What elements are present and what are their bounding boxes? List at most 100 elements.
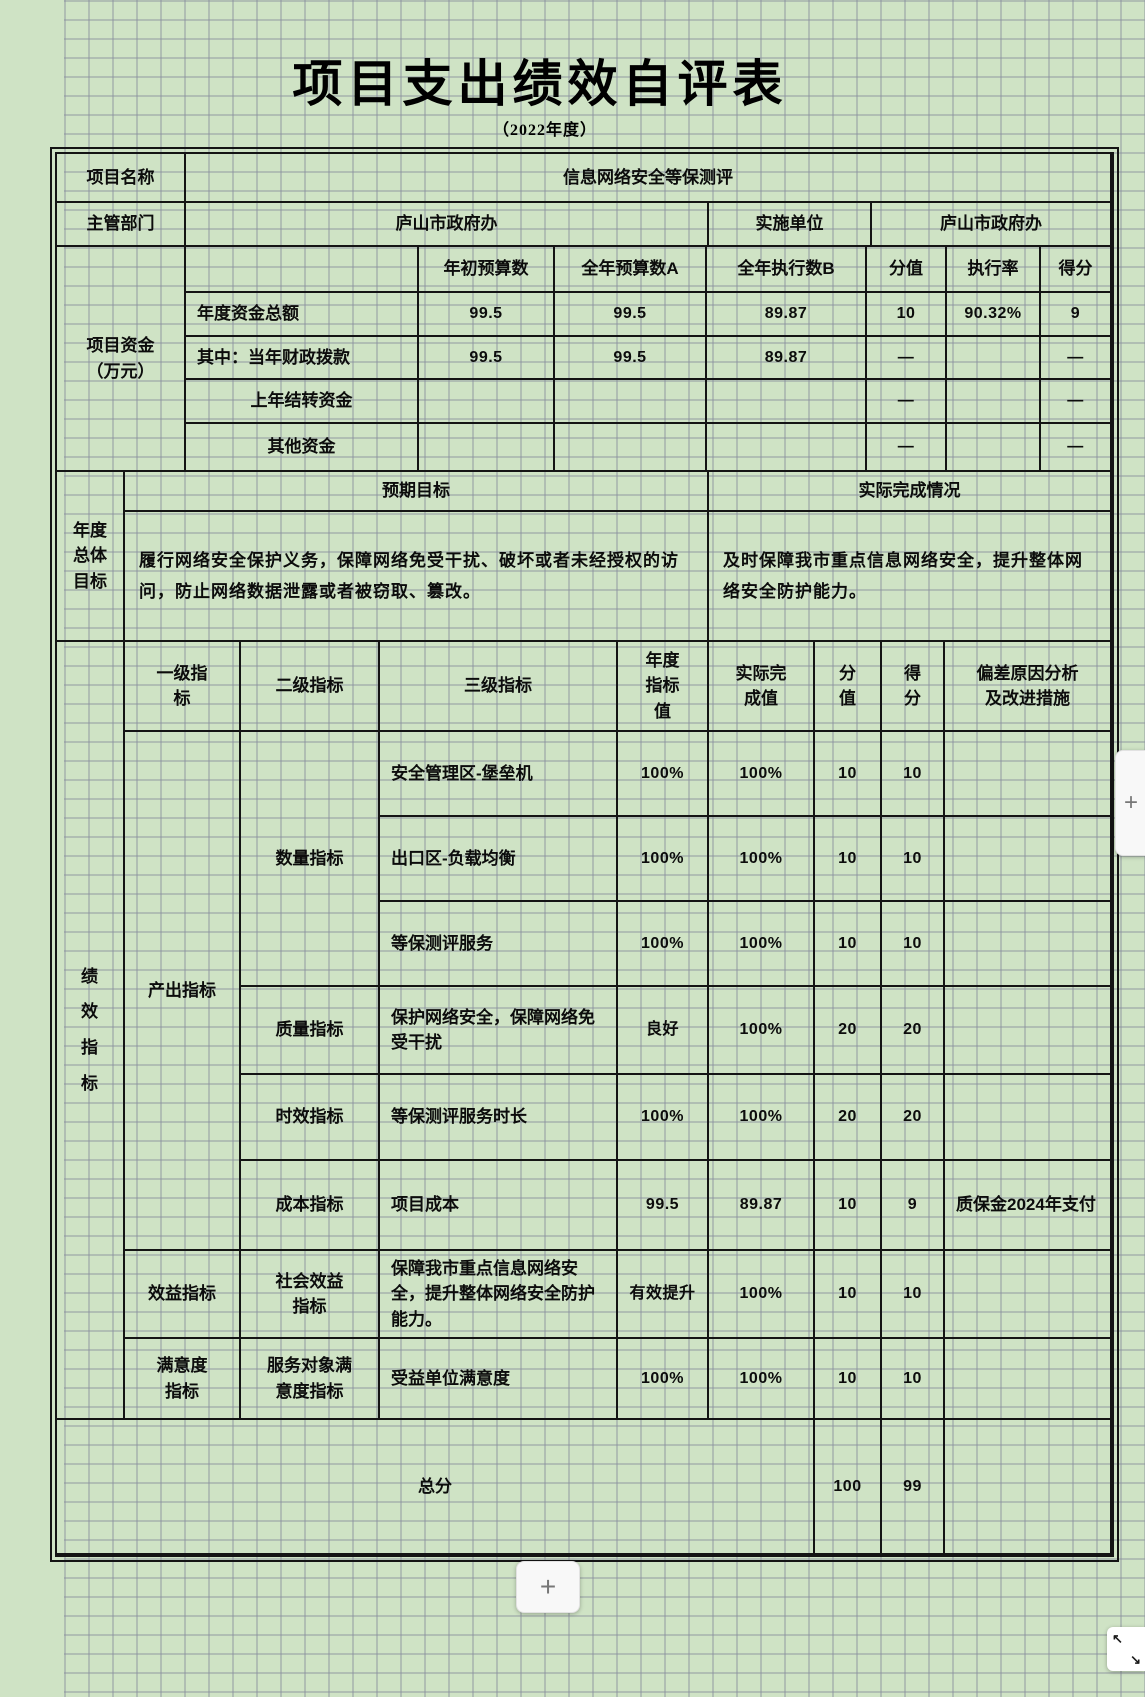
cell-r2-deviation[interactable] xyxy=(945,817,1112,902)
cell-funding-r3-executed[interactable] xyxy=(707,380,867,424)
cell-dept-value[interactable]: 庐山市政府办 xyxy=(186,203,709,247)
cell-r1-deviation[interactable] xyxy=(945,732,1112,817)
cell-total-deviation[interactable] xyxy=(945,1420,1112,1555)
cell-level2-cost[interactable]: 成本指标 xyxy=(241,1161,380,1251)
cell-r1-score[interactable]: 10 xyxy=(882,732,945,817)
cell-r3-points[interactable]: 10 xyxy=(815,902,882,987)
cell-funding-row-label[interactable]: 项目资金 （万元） xyxy=(57,247,186,472)
cell-funding-r1-points[interactable]: 10 xyxy=(867,293,947,337)
cell-r3-target[interactable]: 100% xyxy=(618,902,709,987)
cell-funding-r3-initial[interactable] xyxy=(419,380,555,424)
cell-project-name-label[interactable]: 项目名称 xyxy=(57,154,186,203)
cell-funding-r1-annual[interactable]: 99.5 xyxy=(555,293,707,337)
cell-r6-deviation[interactable]: 质保金2024年支付 xyxy=(945,1161,1112,1251)
cell-total-score[interactable]: 99 xyxy=(882,1420,945,1555)
cell-r2-target[interactable]: 100% xyxy=(618,817,709,902)
cell-funding-r4-score[interactable]: — xyxy=(1041,424,1112,472)
cell-funding-blank[interactable] xyxy=(186,247,419,293)
cell-r8-target[interactable]: 100% xyxy=(618,1339,709,1420)
cell-r6-points[interactable]: 10 xyxy=(815,1161,882,1251)
cell-dept-label[interactable]: 主管部门 xyxy=(57,203,186,247)
cell-funding-r1-executed[interactable]: 89.87 xyxy=(707,293,867,337)
cell-funding-r2-executed[interactable]: 89.87 xyxy=(707,337,867,380)
cell-funding-r1-rate[interactable]: 90.32% xyxy=(947,293,1041,337)
resize-handle[interactable]: ↖ ↘ xyxy=(1107,1627,1145,1671)
cell-funding-r4-label[interactable]: 其他资金 xyxy=(186,424,419,472)
cell-r5-points[interactable]: 20 xyxy=(815,1075,882,1161)
cell-impl-unit-value[interactable]: 庐山市政府办 xyxy=(872,203,1112,247)
cell-header-points[interactable]: 分值 xyxy=(815,642,882,732)
add-column-button[interactable]: + xyxy=(1115,750,1145,856)
cell-funding-header-rate[interactable]: 执行率 xyxy=(947,247,1041,293)
cell-r3-score[interactable]: 10 xyxy=(882,902,945,987)
cell-r6-score[interactable]: 9 xyxy=(882,1161,945,1251)
cell-header-level1[interactable]: 一级指标 xyxy=(125,642,241,732)
cell-r7-level3[interactable]: 保障我市重点信息网络安全，提升整体网络安全防护能力。 xyxy=(380,1251,618,1339)
cell-header-actual[interactable]: 实际完成值 xyxy=(709,642,815,732)
cell-r4-points[interactable]: 20 xyxy=(815,987,882,1075)
cell-funding-header-points[interactable]: 分值 xyxy=(867,247,947,293)
cell-funding-r1-score[interactable]: 9 xyxy=(1041,293,1112,337)
cell-funding-r2-score[interactable]: — xyxy=(1041,337,1112,380)
cell-header-level2[interactable]: 二级指标 xyxy=(241,642,380,732)
cell-r4-level3[interactable]: 保护网络安全，保障网络免受干扰 xyxy=(380,987,618,1075)
cell-level1-benefit[interactable]: 效益指标 xyxy=(125,1251,241,1339)
cell-r3-deviation[interactable] xyxy=(945,902,1112,987)
cell-r1-points[interactable]: 10 xyxy=(815,732,882,817)
cell-indicators-row-label[interactable]: 绩 效 指 标 xyxy=(57,642,125,1420)
cell-goal-row-label[interactable]: 年度 总体 目标 xyxy=(57,472,125,642)
cell-level2-service-satisfaction[interactable]: 服务对象满意度指标 xyxy=(241,1339,380,1420)
cell-r2-actual[interactable]: 100% xyxy=(709,817,815,902)
cell-funding-r4-points[interactable]: — xyxy=(867,424,947,472)
cell-r8-level3[interactable]: 受益单位满意度 xyxy=(380,1339,618,1420)
cell-r5-deviation[interactable] xyxy=(945,1075,1112,1161)
cell-level2-quality[interactable]: 质量指标 xyxy=(241,987,380,1075)
cell-r1-actual[interactable]: 100% xyxy=(709,732,815,817)
cell-r8-points[interactable]: 10 xyxy=(815,1339,882,1420)
cell-expected-goal-text[interactable]: 履行网络安全保护义务，保障网络免受干扰、破坏或者未经授权的访问，防止网络数据泄露… xyxy=(125,512,709,642)
cell-r1-level3[interactable]: 安全管理区-堡垒机 xyxy=(380,732,618,817)
cell-funding-r4-initial[interactable] xyxy=(419,424,555,472)
cell-funding-r3-annual[interactable] xyxy=(555,380,707,424)
cell-total-points[interactable]: 100 xyxy=(815,1420,882,1555)
cell-r7-points[interactable]: 10 xyxy=(815,1251,882,1339)
cell-header-deviation[interactable]: 偏差原因分析及改进措施 xyxy=(945,642,1112,732)
cell-project-name-value[interactable]: 信息网络安全等保测评 xyxy=(186,154,1112,203)
add-row-button[interactable]: + xyxy=(516,1561,580,1613)
cell-r3-actual[interactable]: 100% xyxy=(709,902,815,987)
cell-funding-r2-initial[interactable]: 99.5 xyxy=(419,337,555,380)
cell-funding-r1-initial[interactable]: 99.5 xyxy=(419,293,555,337)
cell-r7-target[interactable]: 有效提升 xyxy=(618,1251,709,1339)
cell-header-score[interactable]: 得分 xyxy=(882,642,945,732)
cell-level2-timeliness[interactable]: 时效指标 xyxy=(241,1075,380,1161)
cell-funding-header-executed[interactable]: 全年执行数B xyxy=(707,247,867,293)
cell-r8-score[interactable]: 10 xyxy=(882,1339,945,1420)
cell-r4-actual[interactable]: 100% xyxy=(709,987,815,1075)
cell-funding-r2-points[interactable]: — xyxy=(867,337,947,380)
cell-actual-result-text[interactable]: 及时保障我市重点信息网络安全，提升整体网络安全防护能力。 xyxy=(709,512,1112,642)
cell-r7-deviation[interactable] xyxy=(945,1251,1112,1339)
cell-funding-r2-label[interactable]: 其中：当年财政拨款 xyxy=(186,337,419,380)
cell-level1-output[interactable]: 产出指标 xyxy=(125,732,241,1251)
cell-funding-header-score[interactable]: 得分 xyxy=(1041,247,1112,293)
cell-funding-r2-rate[interactable] xyxy=(947,337,1041,380)
cell-r4-target[interactable]: 良好 xyxy=(618,987,709,1075)
cell-total-label[interactable]: 总分 xyxy=(57,1420,815,1555)
cell-impl-unit-label[interactable]: 实施单位 xyxy=(709,203,872,247)
cell-r8-deviation[interactable] xyxy=(945,1339,1112,1420)
cell-funding-r1-label[interactable]: 年度资金总额 xyxy=(186,293,419,337)
cell-r4-deviation[interactable] xyxy=(945,987,1112,1075)
cell-r5-actual[interactable]: 100% xyxy=(709,1075,815,1161)
cell-r4-score[interactable]: 20 xyxy=(882,987,945,1075)
cell-level1-satisfaction[interactable]: 满意度指标 xyxy=(125,1339,241,1420)
cell-funding-r3-label[interactable]: 上年结转资金 xyxy=(186,380,419,424)
cell-r1-target[interactable]: 100% xyxy=(618,732,709,817)
cell-r8-actual[interactable]: 100% xyxy=(709,1339,815,1420)
cell-r2-points[interactable]: 10 xyxy=(815,817,882,902)
cell-funding-r2-annual[interactable]: 99.5 xyxy=(555,337,707,380)
cell-r7-actual[interactable]: 100% xyxy=(709,1251,815,1339)
cell-funding-r3-points[interactable]: — xyxy=(867,380,947,424)
cell-funding-header-annual[interactable]: 全年预算数A xyxy=(555,247,707,293)
cell-funding-r4-annual[interactable] xyxy=(555,424,707,472)
cell-r3-level3[interactable]: 等保测评服务 xyxy=(380,902,618,987)
